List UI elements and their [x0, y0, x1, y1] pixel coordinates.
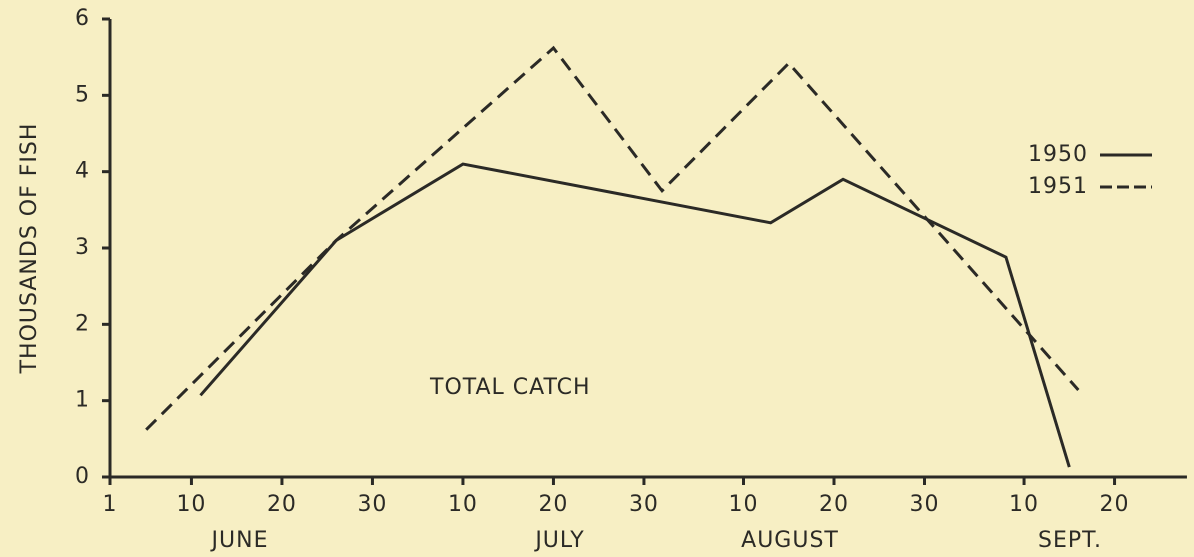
x-tick-label: 1 — [103, 492, 118, 517]
x-tick-label: 30 — [357, 492, 387, 517]
x-group-label: JUNE — [210, 528, 269, 553]
x-tick-label: 20 — [1100, 492, 1130, 517]
y-tick-label: 4 — [75, 159, 90, 184]
y-tick-label: 5 — [75, 82, 90, 107]
x-tick-label: 10 — [1009, 492, 1039, 517]
y-tick-label: 3 — [75, 235, 90, 260]
legend-label: 1951 — [1028, 174, 1088, 199]
x-tick-label: 30 — [910, 492, 940, 517]
y-axis-label: THOUSANDS OF FISH — [17, 123, 42, 375]
x-group-label: JULY — [533, 528, 584, 553]
x-tick-label: 20 — [267, 492, 297, 517]
legend-label: 1950 — [1028, 142, 1088, 167]
x-group-label: SEPT. — [1038, 528, 1102, 553]
x-tick-label: 10 — [448, 492, 478, 517]
y-tick-label: 6 — [75, 6, 90, 31]
y-tick-label: 2 — [75, 311, 90, 336]
line-series — [145, 45, 1080, 431]
x-tick-label: 10 — [729, 492, 759, 517]
y-tick-label: 1 — [75, 388, 90, 413]
x-tick-label: 10 — [176, 492, 206, 517]
annotation: TOTAL CATCH — [429, 375, 591, 400]
x-tick-label: 20 — [538, 492, 568, 517]
y-tick-label: 0 — [75, 464, 90, 489]
x-tick-label: 30 — [629, 492, 659, 517]
x-group-label: AUGUST — [741, 528, 839, 553]
x-tick-label: 20 — [819, 492, 849, 517]
